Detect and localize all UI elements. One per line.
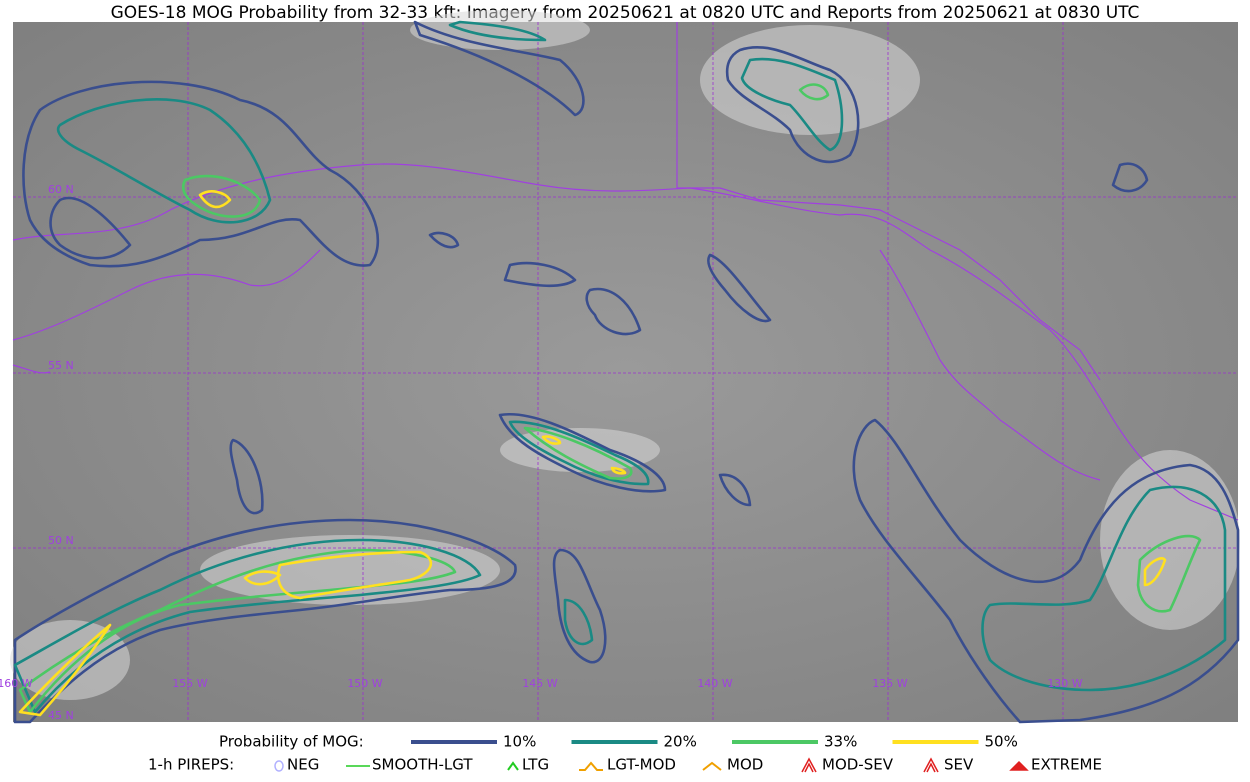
legend-label: 1-h PIREPS:: [148, 756, 234, 774]
contour: [498, 412, 667, 493]
contour: [181, 174, 262, 218]
lon-label: 150 W: [347, 677, 382, 690]
contour: [18, 623, 112, 717]
satellite-image: [13, 22, 1238, 722]
contour: [981, 485, 1227, 692]
graticule: [13, 22, 1238, 722]
contour: [563, 598, 594, 646]
legend-entry: 10%: [503, 733, 536, 751]
lat-label: 50 N: [48, 534, 74, 547]
title: GOES-18 MOG Probability from 32-33 kft: …: [111, 3, 1140, 23]
pirep-icon: [579, 761, 603, 771]
contour: [22, 80, 380, 268]
contour: [523, 426, 633, 480]
map: 60 N 55 N 50 N 45 N 160 W 155 W 150 W 145 W 140…: [0, 10, 1240, 724]
contour: [508, 420, 650, 486]
pirep-icon: [702, 761, 722, 771]
contour: [552, 548, 607, 664]
legend-entry: 20%: [664, 733, 697, 751]
contour: [707, 253, 772, 323]
pirep-icon: [274, 760, 284, 772]
legend-entry: SMOOTH-LGT: [372, 756, 473, 774]
legend-entry: 33%: [824, 733, 857, 751]
pirep-icon: [1009, 760, 1029, 771]
contour: [13, 538, 482, 714]
legend-entry: LTG: [522, 756, 549, 774]
lat-label: 60 N: [48, 183, 74, 196]
pirep-icon: [507, 761, 519, 771]
contour: [428, 231, 460, 249]
contour: [541, 435, 562, 445]
contour: [725, 45, 860, 164]
contour: [229, 438, 264, 515]
contour: [448, 20, 547, 42]
lon-label: 140 W: [697, 677, 732, 690]
lon-label: 155 W: [172, 677, 207, 690]
contour: [49, 196, 132, 260]
contour: [13, 518, 517, 724]
contour: [1136, 534, 1202, 613]
contour: [852, 418, 1240, 724]
legend-entry: NEG: [287, 756, 319, 774]
contour: [413, 20, 585, 117]
legend-entry: MOD: [727, 756, 763, 774]
contours: [13, 20, 1240, 724]
pirep-icon: [923, 757, 939, 773]
lat-label: 55 N: [48, 359, 74, 372]
lat-labels: 60 N 55 N 50 N 45 N: [48, 183, 74, 722]
legend-entry: 50%: [985, 733, 1018, 751]
pirep-icon: [801, 757, 817, 773]
contour: [198, 190, 232, 209]
contour: [503, 261, 577, 288]
lon-labels: 160 W 155 W 150 W 145 W 140 W 135 W 130 W: [0, 677, 1083, 690]
lat-label: 45 N: [48, 709, 74, 722]
lon-label: 130 W: [1047, 677, 1082, 690]
lon-label: 145 W: [522, 677, 557, 690]
contour: [243, 570, 282, 586]
contour: [18, 548, 457, 714]
legend-entry: SEV: [944, 756, 974, 774]
lon-label: 160 W: [0, 677, 33, 690]
contour: [718, 473, 752, 507]
contour: [276, 550, 433, 600]
contour: [740, 57, 844, 152]
legend-entry: EXTREME: [1031, 756, 1102, 774]
coastline: [12, 22, 1239, 521]
contour: [798, 83, 830, 101]
contour: [1143, 557, 1167, 587]
legend: Probability of MOG: 10% 20% 33% 50% 1-h PIREP…: [148, 733, 1102, 774]
contour: [610, 466, 627, 475]
legend-entry: LGT-MOD: [607, 756, 676, 774]
contour: [1111, 162, 1149, 193]
legend-label: Probability of MOG:: [219, 733, 364, 751]
contour: [585, 287, 642, 336]
legend-entry: MOD-SEV: [822, 756, 894, 774]
lon-label: 135 W: [872, 677, 907, 690]
contour: [56, 98, 272, 224]
